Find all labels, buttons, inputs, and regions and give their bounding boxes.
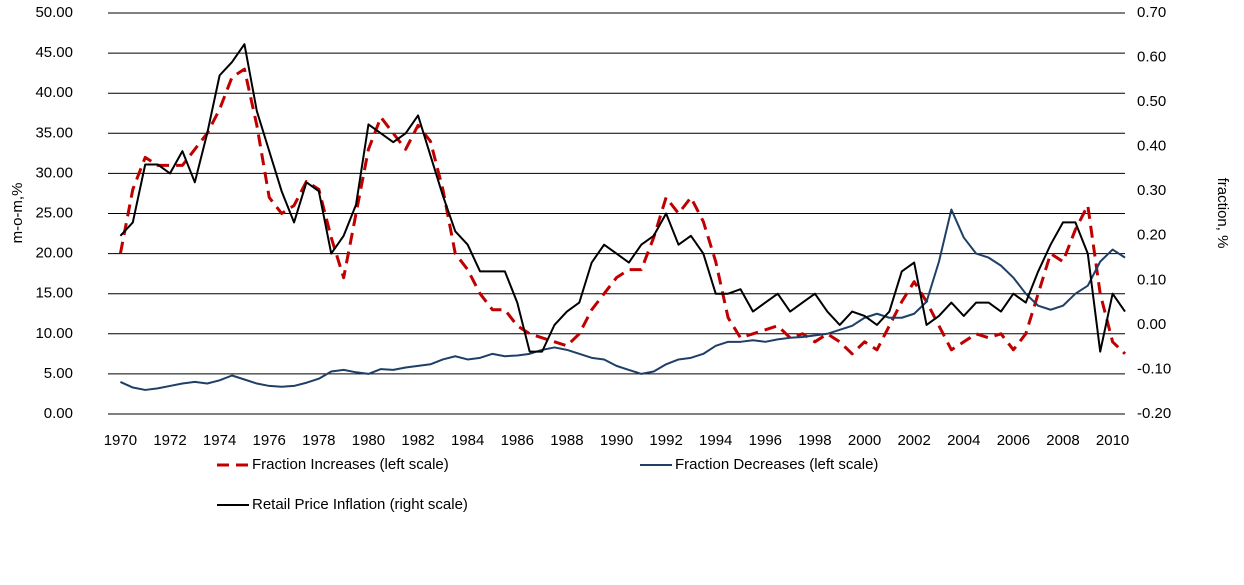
y-tick-label: 0.00 [44,405,73,422]
y-tick-label: 20.00 [35,245,73,262]
y2-tick-label: -0.20 [1137,405,1171,422]
x-tick-label: 2004 [947,432,980,449]
y-tick-label: 45.00 [35,44,73,61]
series-line [119,43,1126,353]
legend-label: Fraction Increases (left scale) [252,456,449,473]
x-tick-label: 1998 [798,432,831,449]
x-tick-label: 1994 [699,432,732,449]
x-tick-label: 1976 [253,432,286,449]
x-tick-label: 2000 [848,432,881,449]
x-tick-label: 2008 [1046,432,1079,449]
x-tick-label: 2002 [897,432,930,449]
x-tick-label: 1992 [649,432,682,449]
series-line [119,208,1126,391]
x-tick-label: 1972 [153,432,186,449]
y-tick-label: 25.00 [35,204,73,221]
y2-tick-label: 0.60 [1137,49,1166,66]
y2-tick-label: 0.00 [1137,316,1166,333]
y-tick-label: 5.00 [44,365,73,382]
y-tick-label: 35.00 [35,124,73,141]
x-tick-label: 1996 [749,432,782,449]
y2-tick-label: 0.10 [1137,271,1166,288]
x-tick-label: 1986 [501,432,534,449]
x-tick-label: 1978 [302,432,335,449]
legend-label: Retail Price Inflation (right scale) [252,496,468,513]
y-tick-label: 30.00 [35,164,73,181]
legend-label: Fraction Decreases (left scale) [675,456,878,473]
y2-tick-label: 0.20 [1137,227,1166,244]
y2-tick-label: 0.40 [1137,138,1166,155]
x-tick-label: 1970 [104,432,137,449]
y-tick-label: 15.00 [35,285,73,302]
y2-tick-label: 0.50 [1137,93,1166,110]
x-tick-label: 1990 [600,432,633,449]
y2-tick-label: -0.10 [1137,360,1171,377]
y2-tick-label: 0.30 [1137,182,1166,199]
x-tick-label: 1974 [203,432,236,449]
y-tick-label: 10.00 [35,325,73,342]
y-tick-label: 50.00 [35,4,73,21]
x-tick-label: 1980 [352,432,385,449]
x-tick-label: 1988 [550,432,583,449]
x-tick-label: 1984 [451,432,484,449]
y2-tick-label: 0.70 [1137,4,1166,21]
x-tick-label: 2010 [1096,432,1129,449]
y-axis-label: m-o-m,% [9,183,26,244]
x-tick-label: 1982 [401,432,434,449]
y2-axis-label: fraction, % [1214,178,1231,249]
x-tick-label: 2006 [997,432,1030,449]
y-tick-label: 40.00 [35,84,73,101]
series-line [118,67,1127,356]
